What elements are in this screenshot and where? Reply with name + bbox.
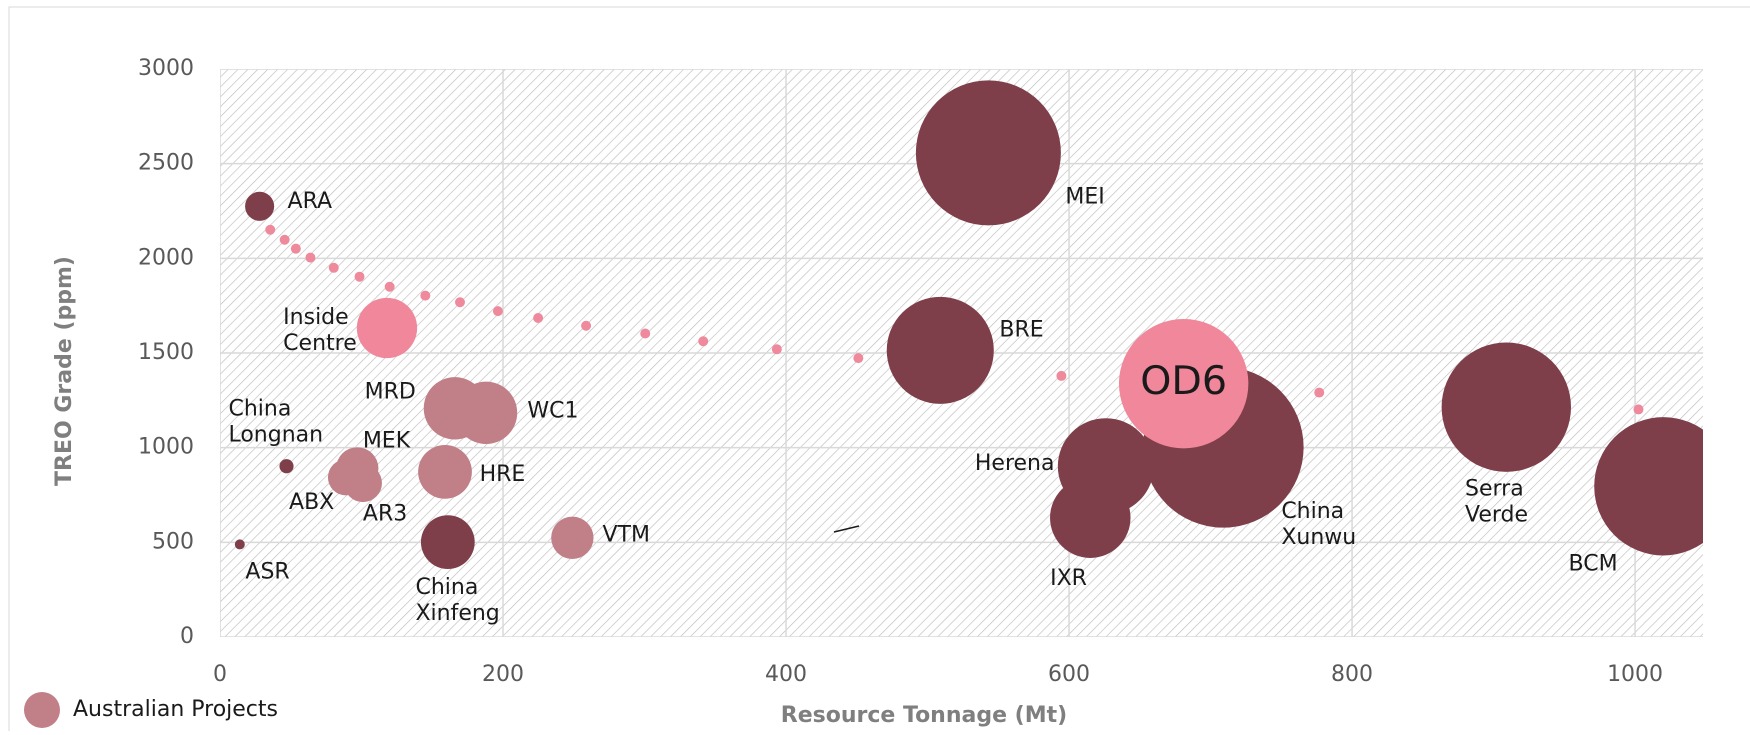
bubble (771, 344, 782, 355)
bubble (423, 377, 487, 440)
bubble (279, 234, 290, 245)
bubble-label: ARA (288, 189, 333, 214)
bubble (492, 306, 503, 317)
x-tick-label: 200 (482, 662, 524, 687)
bubble (1050, 477, 1131, 558)
y-tick-label: 2500 (138, 151, 194, 176)
y-tick-label: 1500 (138, 340, 194, 365)
bubble (640, 328, 651, 339)
bubble (1441, 342, 1571, 472)
bubble (420, 515, 475, 570)
bubble-label: Inside Centre (283, 305, 357, 356)
bubble (328, 262, 339, 273)
bubble (1056, 370, 1067, 381)
y-tick-label: 500 (152, 529, 194, 554)
bubble (420, 290, 431, 301)
bubble (698, 336, 709, 347)
y-axis-title: TREO Grade (ppm) (52, 256, 77, 486)
bubble (455, 297, 465, 308)
bubble (1633, 404, 1644, 415)
bubble-label: MEK (363, 429, 411, 454)
bubble (886, 296, 994, 404)
bubble-label: Serra Verde (1465, 477, 1528, 528)
bubble-label: WC1 (527, 399, 578, 424)
bubble (384, 281, 395, 292)
y-tick-label: 3000 (138, 56, 194, 81)
bubble (1314, 387, 1325, 398)
bubble-label: China Xinfeng (415, 575, 499, 626)
bubble (234, 539, 245, 550)
bubble-label: BCM (1569, 551, 1618, 576)
bubble (1118, 318, 1249, 449)
y-tick-label: 0 (180, 624, 194, 649)
bubble (290, 243, 301, 254)
bubble (1594, 417, 1703, 556)
bubble-label: China Longnan (228, 396, 323, 447)
stray-mark (833, 525, 860, 533)
bubble-label: OD6 (1140, 358, 1227, 404)
bubble-label: IXR (1050, 566, 1087, 591)
bubble-label: ABX (289, 490, 334, 515)
legend-label: Australian Projects (73, 697, 278, 722)
bubble (336, 447, 379, 490)
bubble (581, 320, 592, 331)
bubble (551, 516, 594, 559)
legend-marker (24, 692, 60, 728)
bubble-label: HRE (480, 462, 526, 487)
frame (8, 6, 1750, 735)
x-tick-label: 0 (213, 662, 227, 687)
bubble (245, 191, 275, 221)
y-tick-label: 1000 (138, 435, 194, 460)
bubble-label: AR3 (363, 501, 407, 526)
bubble-label: China Xunwu (1281, 499, 1356, 550)
bubble-label: BRE (999, 317, 1043, 342)
y-tick-label: 2000 (138, 245, 194, 270)
bubble (279, 459, 294, 474)
bubble-label: MEI (1065, 185, 1104, 210)
bubble (418, 445, 472, 499)
x-axis-title: Resource Tonnage (Mt) (781, 703, 1067, 728)
bubble-label: ASR (245, 559, 289, 584)
bubble-label: Herena (975, 451, 1055, 476)
bubble (853, 353, 864, 364)
bubble (305, 252, 316, 263)
bubble (533, 312, 544, 323)
bubble (265, 224, 276, 235)
bubble (356, 297, 418, 359)
bubble (354, 271, 365, 282)
bubbles (220, 69, 1703, 637)
bubble-label: MRD (365, 380, 416, 405)
x-tick-label: 600 (1048, 662, 1090, 687)
x-tick-label: 400 (765, 662, 807, 687)
bubble (915, 80, 1061, 226)
bubble-label: VTM (602, 523, 649, 548)
x-tick-label: 1000 (1607, 662, 1663, 687)
x-tick-label: 800 (1331, 662, 1373, 687)
